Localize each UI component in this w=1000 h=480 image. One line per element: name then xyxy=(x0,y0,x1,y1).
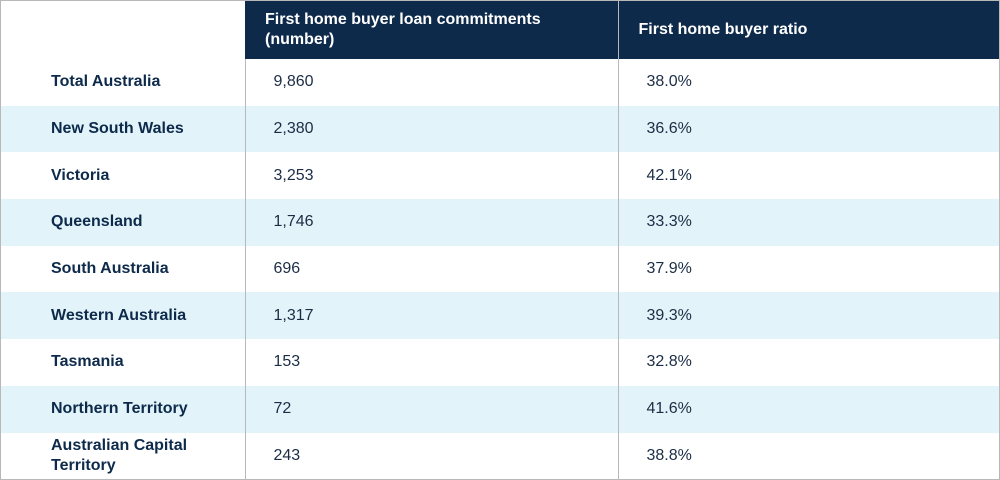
table-row: Victoria 3,253 42.1% xyxy=(1,152,999,200)
commitments-cell: 3,253 xyxy=(244,152,618,200)
region-cell: Tasmania xyxy=(51,353,124,371)
table-row: South Australia 696 37.9% xyxy=(1,245,999,293)
ratio-cell: 32.8% xyxy=(617,339,999,386)
ratio-cell: 37.9% xyxy=(617,245,999,293)
commitments-cell: 1,317 xyxy=(244,292,618,340)
commitments-cell: 72 xyxy=(244,385,618,433)
header-cell: First home buyer ratio xyxy=(617,1,999,59)
table-row: Western Australia 1,317 39.3% xyxy=(1,292,999,340)
region-cell: South Australia xyxy=(51,260,169,278)
region-cell: New South Wales xyxy=(1,105,245,153)
table-header: First home buyer loan commitments (numbe… xyxy=(1,1,999,59)
table-row: Queensland 1,746 33.3% xyxy=(1,199,999,246)
table-row: Australian Capital Territory 243 38.8% xyxy=(1,432,999,479)
ratio-cell: 33.3% xyxy=(617,199,999,246)
ratio-cell: 41.6% xyxy=(617,385,999,433)
table-row: Tasmania 153 32.8% xyxy=(1,339,999,386)
commitments-cell: 2,380 xyxy=(244,105,618,153)
commitments-cell: 9,860 xyxy=(244,59,618,106)
header-row: First home buyer loan commitments (numbe… xyxy=(1,1,999,59)
header-cell xyxy=(1,1,245,59)
region-cell: Australian Capital Territory xyxy=(51,436,188,474)
header-cell: First home buyer loan commitments (numbe… xyxy=(245,1,618,59)
commitments-cell: 696 xyxy=(244,245,618,293)
ratio-cell: 38.0% xyxy=(617,59,999,106)
table-row: Northern Territory 72 41.6% xyxy=(1,385,999,433)
ratio-cell: 36.6% xyxy=(617,105,999,153)
ratio-cell: 42.1% xyxy=(617,152,999,200)
table-row: New South Wales 2,380 36.6% xyxy=(1,105,999,153)
ratio-cell: 39.3% xyxy=(617,292,999,340)
table-row: Total Australia 9,860 38.0% xyxy=(1,59,999,106)
table-body: Total Australia 9,860 38.0% New South Wales… xyxy=(1,59,999,479)
region-cell: Queensland xyxy=(1,199,245,246)
commitments-cell: 153 xyxy=(244,339,618,386)
ratio-cell: 38.8% xyxy=(617,432,999,479)
region-cell: Total Australia xyxy=(51,73,161,91)
commitments-cell: 1,746 xyxy=(244,199,618,246)
region-cell: Northern Territory xyxy=(1,385,245,433)
region-cell: Victoria xyxy=(51,166,110,184)
commitments-cell: 243 xyxy=(244,432,618,479)
region-cell: Western Australia xyxy=(1,292,245,340)
